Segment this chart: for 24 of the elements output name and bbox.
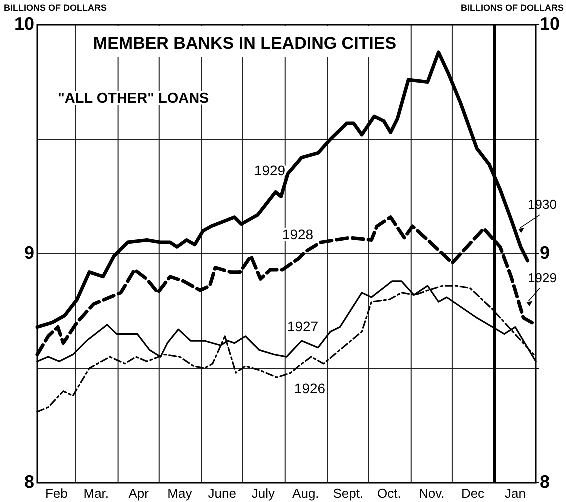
y2-axis-title: BILLIONS OF DOLLARS xyxy=(461,3,564,13)
y-tick-label: 9 xyxy=(24,242,34,263)
x-tick-label: Jan xyxy=(504,486,526,501)
y-tick-label: 8 xyxy=(24,472,34,492)
x-tick-label: Feb xyxy=(45,486,68,501)
annotation: 1926 xyxy=(294,380,326,397)
x-tick-label: July xyxy=(252,486,276,501)
x-tick-label: June xyxy=(208,486,236,501)
x-tick-label: Dec xyxy=(461,486,486,501)
x-tick-label: Apr xyxy=(128,486,150,501)
y2-tick-label: 9 xyxy=(540,242,550,263)
y2-tick-label: 8 xyxy=(540,472,550,492)
x-tick-label: Aug. xyxy=(292,486,320,501)
x-tick-label: May xyxy=(168,486,193,501)
x-tick-label: Oct. xyxy=(378,486,402,501)
text: MEMBER BANKS IN LEADING CITIES xyxy=(93,34,397,53)
x-tick-label: Nov. xyxy=(419,486,445,501)
x-tick-label: Mar. xyxy=(84,486,110,501)
y-tick-label: 10 xyxy=(14,14,34,34)
annotation: 1929 xyxy=(254,162,286,179)
y2-tick-label: 10 xyxy=(540,14,560,34)
x-tick-label: Sept. xyxy=(333,486,364,501)
y-axis-title: BILLIONS OF DOLLARS xyxy=(4,3,107,13)
annotation: 1927 xyxy=(287,318,319,335)
